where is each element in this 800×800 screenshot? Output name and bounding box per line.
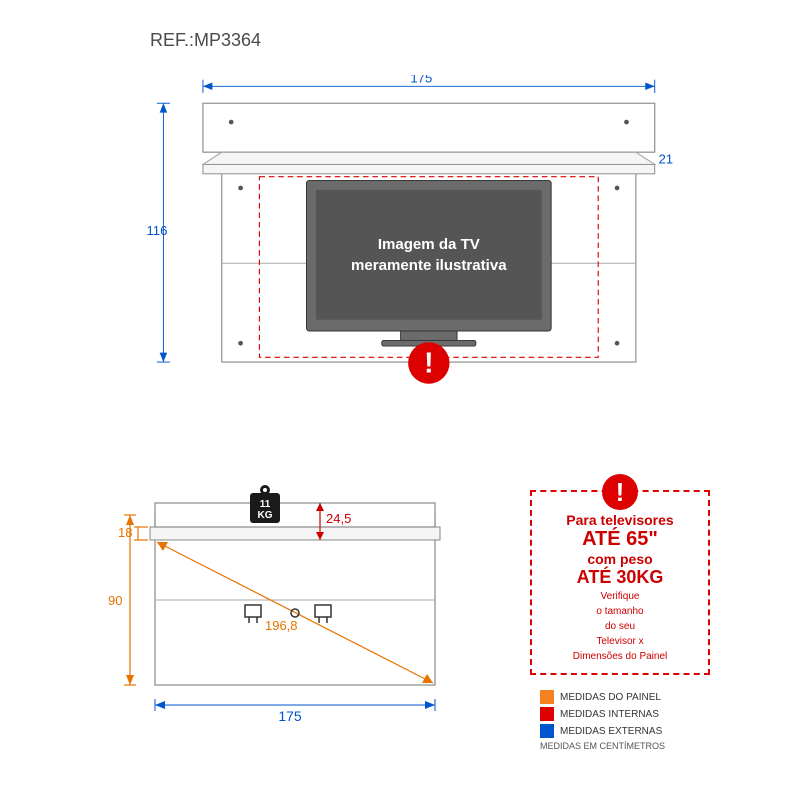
info-line: ATÉ 65" (540, 528, 700, 551)
svg-text:196,8: 196,8 (265, 618, 298, 633)
bottom-diagram: 18 90 24,5 196,8 (100, 475, 460, 735)
info-line: Para televisores (540, 512, 700, 528)
dim-panel-height: 90 (108, 515, 136, 685)
top-diagram: 175 116 21 Imagem da T (130, 75, 690, 395)
dim-shelf-depth: 21 (658, 151, 673, 166)
legend-row: MEDIDAS DO PAINEL (540, 690, 665, 704)
legend-label: MEDIDAS INTERNAS (560, 709, 659, 720)
legend-label: MEDIDAS DO PAINEL (560, 692, 661, 703)
svg-text:175: 175 (410, 75, 432, 86)
reference-label: REF.:MP3364 (150, 30, 261, 51)
svg-text:KG: KG (258, 510, 273, 521)
svg-text:24,5: 24,5 (326, 511, 351, 526)
svg-text:116: 116 (146, 223, 167, 238)
legend-row: MEDIDAS EXTERNAS (540, 724, 665, 738)
info-small: do seu (540, 620, 700, 633)
legend-swatch-red (540, 707, 554, 721)
svg-text:meramente ilustrativa: meramente ilustrativa (351, 257, 507, 274)
tv-illustration: Imagem da TV meramente ilustrativa (306, 180, 551, 346)
legend-note: MEDIDAS EM CENTÍMETROS (540, 741, 665, 751)
info-box: ! Para televisores ATÉ 65" com peso ATÉ … (530, 490, 710, 675)
info-small: Dimensões do Painel (540, 650, 700, 663)
svg-text:11: 11 (260, 499, 271, 510)
info-small: Verifique (540, 590, 700, 603)
legend-row: MEDIDAS INTERNAS (540, 707, 665, 721)
svg-text:90: 90 (108, 593, 122, 608)
alert-icon: ! (602, 474, 638, 510)
legend: MEDIDAS DO PAINEL MEDIDAS INTERNAS MEDID… (540, 690, 665, 751)
info-small: o tamanho (540, 605, 700, 618)
legend-swatch-blue (540, 724, 554, 738)
svg-text:Imagem da TV: Imagem da TV (378, 236, 480, 253)
info-small: Televisor x (540, 635, 700, 648)
weight-tag: 11 KG (250, 485, 280, 523)
svg-text:175: 175 (278, 708, 302, 724)
legend-label: MEDIDAS EXTERNAS (560, 726, 662, 737)
dim-height-left: 116 (146, 103, 170, 362)
alert-icon: ! (408, 342, 449, 383)
info-line: com peso (540, 551, 700, 567)
dim-width-bottom: 175 (155, 699, 435, 724)
dim-shelf-thickness: 18 (118, 525, 148, 540)
legend-swatch-orange (540, 690, 554, 704)
svg-text:!: ! (424, 346, 433, 378)
dim-width-top: 175 (203, 75, 655, 93)
info-line: ATÉ 30KG (540, 567, 700, 588)
